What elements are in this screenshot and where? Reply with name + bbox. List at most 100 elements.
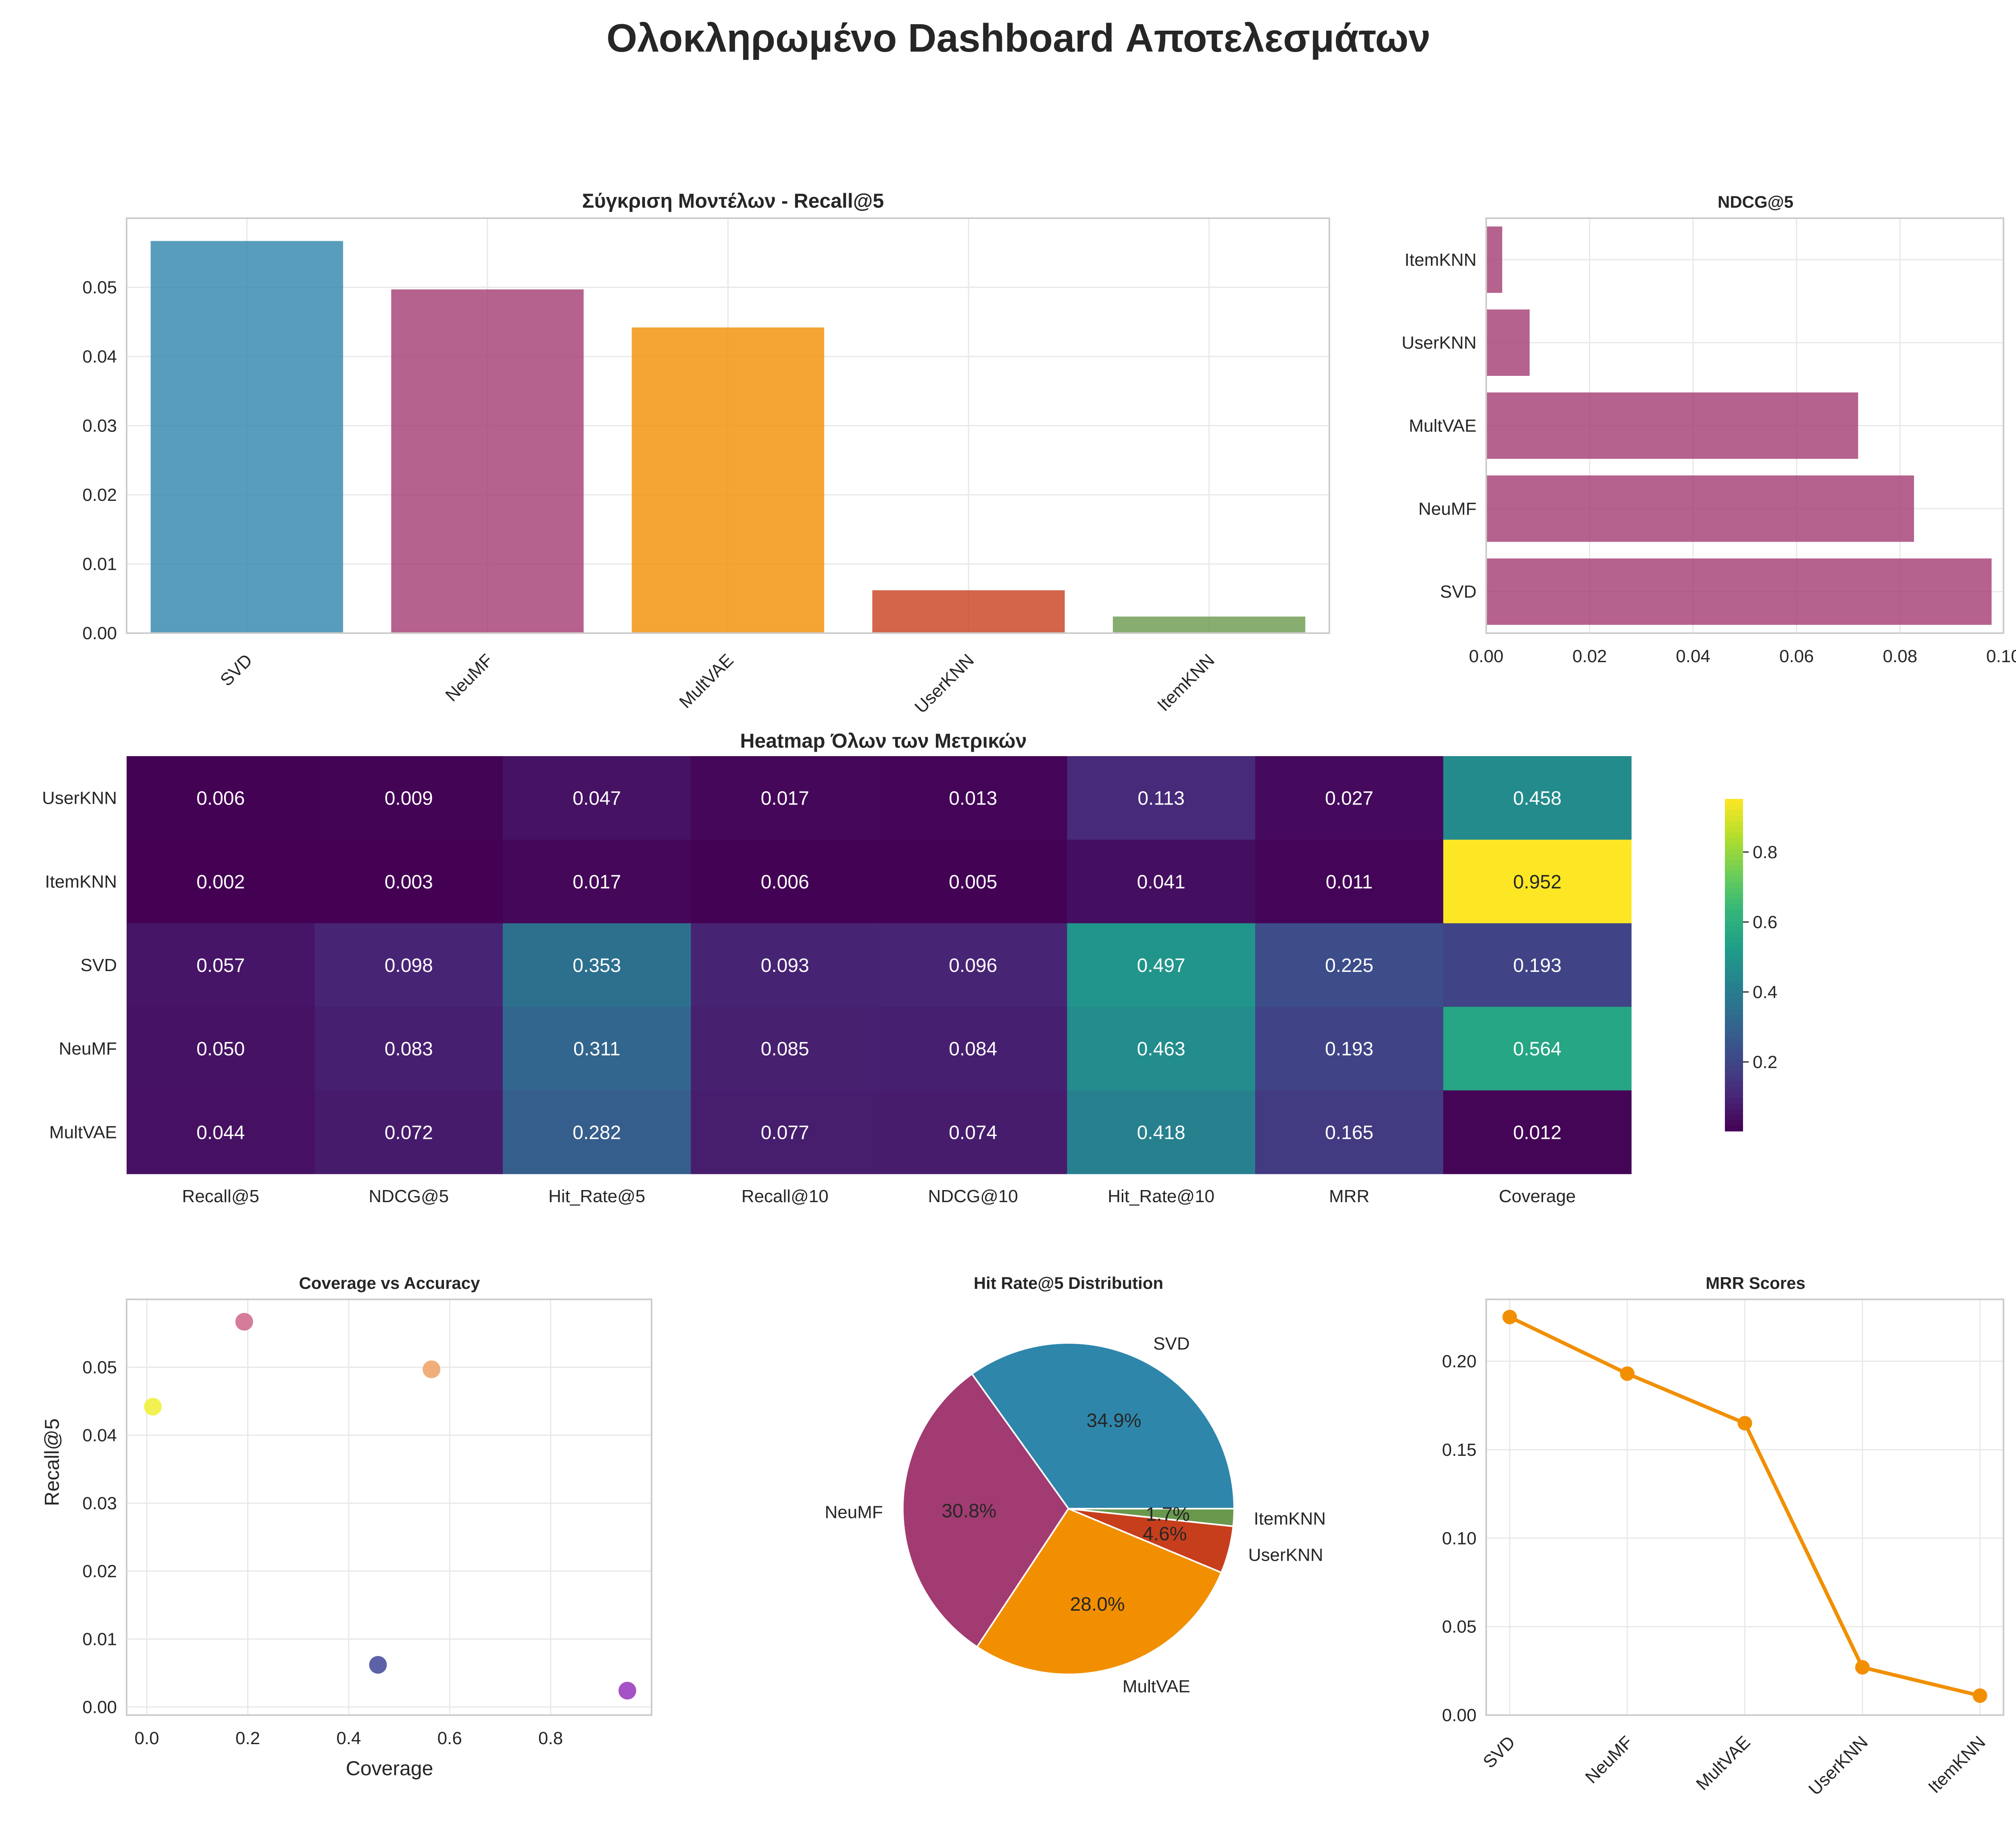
recall-plot-frame [126, 217, 1330, 634]
heatmap-cell [691, 840, 879, 923]
colorbar-segment [1725, 1120, 1743, 1126]
ndcg-x-tick-label: 0.04 [1676, 646, 1710, 666]
heatmap-cell-label: 0.002 [196, 871, 245, 893]
metrics-heatmap: Heatmap Όλων των Μετρικών UserKNN 0.006 0.… [42, 730, 1777, 1206]
heatmap-cell-label: 0.098 [385, 955, 433, 976]
recall-y-tick-label: 0.02 [82, 485, 117, 505]
ndcg-chart-title: NDCG@5 [1718, 192, 1793, 211]
ndcg-bar-chart: NDCG@5 0.00 0.02 0.04 0.06 0.08 0.10 SVD NeuMF M… [1402, 192, 2016, 666]
heatmap-cell-label: 0.952 [1513, 871, 1562, 893]
mrr-point [1502, 1309, 1517, 1324]
scatter-y-tick-label: 0.05 [82, 1357, 117, 1377]
heatmap-cell [879, 1090, 1067, 1174]
heatmap-cell-label: 0.113 [1137, 788, 1185, 809]
heatmap-cell-label: 0.012 [1513, 1122, 1562, 1143]
scatter-title: Coverage vs Accuracy [299, 1274, 480, 1292]
colorbar-segment [1725, 898, 1743, 905]
heatmap-cell-label: 0.282 [573, 1122, 621, 1143]
colorbar-segment [1725, 1015, 1743, 1021]
recall-y-tick-label: 0.00 [82, 623, 117, 643]
recall-x-tick-label: MultVAE [675, 650, 737, 712]
colorbar-tick-label: 0.2 [1753, 1052, 1777, 1072]
heatmap-cell [127, 923, 315, 1007]
recall-y-tick-label: 0.04 [82, 347, 117, 367]
heatmap-cell-label: 0.564 [1513, 1038, 1562, 1060]
heatmap-column-label: Coverage [1499, 1186, 1576, 1206]
colorbar-segment [1725, 893, 1743, 899]
heatmap-cell [1067, 756, 1256, 840]
colorbar-segment [1725, 1048, 1743, 1054]
colorbar-segment [1725, 976, 1743, 982]
heatmap-cell [691, 923, 879, 1007]
mrr-y-tick-label: 0.00 [1442, 1705, 1477, 1725]
colorbar-segment [1725, 804, 1743, 811]
heatmap-cell [1255, 840, 1443, 923]
heatmap-cell-label: 0.458 [1513, 788, 1562, 809]
heatmap-cell [127, 840, 315, 923]
mrr-y-tick-label: 0.15 [1442, 1440, 1477, 1460]
recall-y-tick-label: 0.05 [82, 278, 117, 298]
heatmap-cell [314, 756, 503, 840]
colorbar-segment [1725, 954, 1743, 960]
colorbar-segment [1725, 998, 1743, 1004]
colorbar-segment [1725, 810, 1743, 816]
heatmap-cell [1067, 923, 1256, 1007]
recall-x-tick-label: ItemKNN [1154, 650, 1218, 715]
heatmap-cell [314, 840, 503, 923]
recall-x-tick-label: SVD [217, 650, 256, 690]
scatter-point [144, 1398, 162, 1416]
colorbar-segment [1725, 1087, 1743, 1093]
heatmap-cell-label: 0.225 [1325, 955, 1373, 976]
heatmap-cell [503, 1007, 691, 1091]
ndcg-x-tick-label: 0.02 [1572, 646, 1607, 666]
colorbar-segment [1725, 1103, 1743, 1109]
ndcg-y-tick-label: SVD [1440, 582, 1477, 602]
colorbar-segment [1725, 887, 1743, 894]
pie-slice [902, 1373, 1070, 1648]
colorbar-segment [1725, 1092, 1743, 1099]
colorbar-segment [1725, 1004, 1743, 1010]
mrr-y-tick-label: 0.10 [1442, 1528, 1477, 1548]
mrr-line-chart: MRR Scores SVD NeuMF MultVAE UserKNN ItemKNN… [1442, 1274, 2004, 1799]
ndcg-y-tick-label: ItemKNN [1405, 250, 1477, 270]
heatmap-row-label: UserKNN [42, 788, 117, 808]
heatmap-cell-label: 0.027 [1325, 788, 1373, 809]
colorbar-segment [1725, 992, 1743, 999]
heatmap-cell-label: 0.463 [1137, 1038, 1185, 1060]
heatmap-cell [314, 1090, 503, 1174]
colorbar-segment [1725, 926, 1743, 932]
heatmap-cell-label: 0.006 [196, 788, 245, 809]
recall-chart-title: Σύγκριση Μοντέλων - Recall@5 [582, 190, 884, 212]
colorbar-segment [1725, 932, 1743, 938]
heatmap-column-label: NDCG@5 [369, 1186, 449, 1206]
colorbar-tick-label: 0.8 [1753, 842, 1777, 862]
mrr-point [1737, 1416, 1752, 1431]
colorbar-segment [1725, 965, 1743, 971]
heatmap-cell-label: 0.418 [1137, 1122, 1185, 1143]
mrr-point [1855, 1660, 1870, 1675]
heatmap-cell [879, 840, 1067, 923]
pie-percent-label: 1.7% [1146, 1504, 1190, 1525]
recall-x-tick-label: UserKNN [911, 650, 978, 717]
recall-bar [150, 241, 343, 633]
scatter-x-tick-label: 0.4 [336, 1728, 361, 1748]
scatter-point [369, 1656, 387, 1674]
heatmap-cell [127, 1007, 315, 1091]
heatmap-cell-label: 0.193 [1325, 1038, 1373, 1060]
heatmap-cell [127, 1090, 315, 1174]
ndcg-bar [1486, 475, 1914, 542]
heatmap-cell-label: 0.017 [761, 788, 809, 809]
heatmap-cell [1067, 840, 1256, 923]
heatmap-cell [1443, 923, 1632, 1007]
colorbar-segment [1725, 1109, 1743, 1115]
pie-percent-label: 28.0% [1070, 1594, 1125, 1615]
colorbar-segment [1725, 815, 1743, 821]
heatmap-cell [1443, 840, 1632, 923]
heatmap-cell-label: 0.083 [385, 1038, 433, 1060]
colorbar-segment [1725, 943, 1743, 949]
heatmap-cell [314, 923, 503, 1007]
scatter-plot-frame [126, 1299, 652, 1716]
scatter-y-tick-label: 0.03 [82, 1493, 117, 1513]
heatmap-cell [1255, 756, 1443, 840]
ndcg-x-tick-label: 0.06 [1779, 646, 1814, 666]
